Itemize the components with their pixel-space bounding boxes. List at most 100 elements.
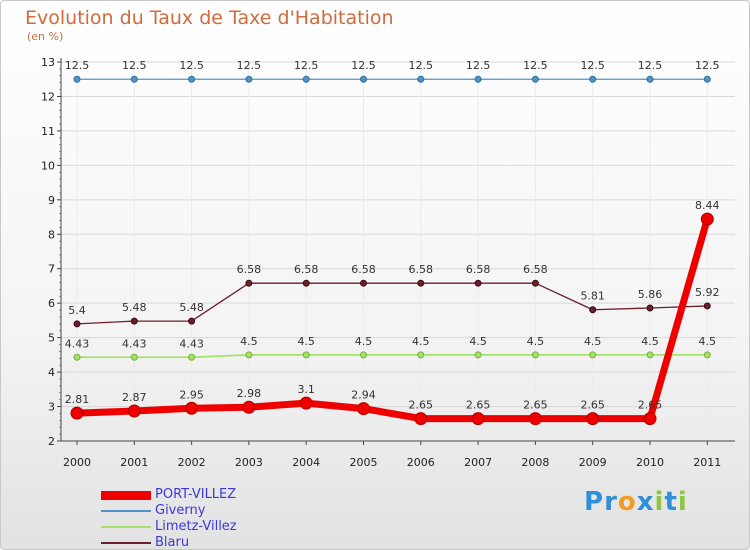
y-tick-label: 11 xyxy=(41,125,55,138)
legend-item-blaru: Blaru xyxy=(101,535,237,550)
data-label-blaru: 6.58 xyxy=(523,263,548,276)
x-tick-label: 2008 xyxy=(521,456,549,469)
series-line-port-villez xyxy=(76,218,711,423)
data-label-port-villez: 2.65 xyxy=(638,399,663,412)
y-tick-label: 10 xyxy=(41,159,55,172)
data-label-giverny: 12.5 xyxy=(294,59,319,72)
legend-swatch-giverny xyxy=(101,510,151,512)
data-label-port-villez: 2.65 xyxy=(580,399,605,412)
data-point-limetz-villez xyxy=(188,353,196,361)
data-point-port-villez xyxy=(70,406,84,420)
data-label-limetz-villez: 4.5 xyxy=(412,335,430,348)
x-tick-label: 2010 xyxy=(636,456,664,469)
x-tick-label: 2004 xyxy=(292,456,320,469)
legend-label-blaru: Blaru xyxy=(155,535,190,550)
data-point-blaru xyxy=(417,279,425,287)
data-label-limetz-villez: 4.43 xyxy=(65,337,90,350)
y-tick-label: 2 xyxy=(48,435,55,448)
data-label-giverny: 12.5 xyxy=(580,59,605,72)
data-label-limetz-villez: 4.5 xyxy=(527,335,545,348)
data-point-blaru xyxy=(302,279,310,287)
data-label-giverny: 12.5 xyxy=(523,59,548,72)
x-tick-label: 2009 xyxy=(579,456,607,469)
data-point-giverny xyxy=(245,75,253,83)
data-label-blaru: 6.58 xyxy=(351,263,376,276)
chart-title: Evolution du Taux de Taxe d'Habitation xyxy=(25,7,394,29)
data-point-blaru xyxy=(360,279,367,287)
data-point-port-villez xyxy=(357,402,370,416)
data-label-limetz-villez: 4.5 xyxy=(297,335,315,348)
x-tick-label: 2001 xyxy=(120,456,148,469)
data-label-port-villez: 2.65 xyxy=(409,399,434,412)
data-label-limetz-villez: 4.5 xyxy=(240,335,258,348)
x-tick-label: 2000 xyxy=(63,456,91,469)
legend-label-port-villez: PORT-VILLEZ xyxy=(155,487,237,502)
data-label-blaru: 5.92 xyxy=(695,286,720,299)
data-point-giverny xyxy=(417,75,425,83)
data-point-port-villez xyxy=(643,412,657,426)
data-point-giverny xyxy=(646,75,654,83)
legend-item-giverny: Giverny xyxy=(101,503,237,519)
data-label-limetz-villez: 4.5 xyxy=(641,335,659,348)
data-point-port-villez xyxy=(185,401,199,415)
data-label-blaru: 5.4 xyxy=(68,304,86,317)
data-label-port-villez: 2.81 xyxy=(65,393,90,406)
data-point-limetz-villez xyxy=(646,351,654,359)
data-point-giverny xyxy=(302,75,310,83)
data-label-blaru: 6.58 xyxy=(409,263,434,276)
data-point-blaru xyxy=(130,317,138,325)
data-point-port-villez xyxy=(414,412,428,426)
chart-subtitle: (en %) xyxy=(27,30,64,43)
data-label-giverny: 12.5 xyxy=(351,59,376,72)
data-point-blaru xyxy=(245,279,253,287)
logo-letter: i xyxy=(654,487,665,517)
legend-swatch-port-villez xyxy=(101,490,151,500)
data-point-giverny xyxy=(531,75,539,83)
data-point-blaru xyxy=(531,279,539,287)
data-point-blaru xyxy=(589,306,597,314)
data-point-port-villez xyxy=(700,212,714,226)
data-label-limetz-villez: 4.5 xyxy=(584,335,602,348)
data-label-blaru: 6.58 xyxy=(294,263,319,276)
y-tick-label: 8 xyxy=(48,228,55,241)
data-label-giverny: 12.5 xyxy=(466,59,491,72)
data-label-giverny: 12.5 xyxy=(409,59,434,72)
data-label-port-villez: 8.44 xyxy=(695,199,720,212)
data-point-giverny xyxy=(703,75,711,83)
legend-swatch-blaru xyxy=(101,542,151,544)
data-label-port-villez: 2.65 xyxy=(523,399,548,412)
data-label-limetz-villez: 4.43 xyxy=(179,337,204,350)
data-point-blaru xyxy=(703,302,711,310)
data-label-blaru: 5.86 xyxy=(638,288,663,301)
x-tick-label: 2007 xyxy=(464,456,492,469)
data-label-limetz-villez: 4.5 xyxy=(355,335,373,348)
y-tick-label: 4 xyxy=(48,366,55,379)
legend-label-giverny: Giverny xyxy=(155,503,206,518)
data-point-blaru xyxy=(474,279,482,287)
data-label-port-villez: 3.1 xyxy=(297,383,315,396)
data-label-blaru: 6.58 xyxy=(466,263,491,276)
data-point-port-villez xyxy=(528,412,542,426)
legend-item-limetz-villez: Limetz-Villez xyxy=(101,519,237,535)
data-point-port-villez xyxy=(471,412,485,426)
data-label-port-villez: 2.65 xyxy=(466,399,491,412)
data-point-port-villez xyxy=(299,396,313,410)
data-label-port-villez: 2.95 xyxy=(179,388,204,401)
data-point-limetz-villez xyxy=(474,351,482,359)
data-point-limetz-villez xyxy=(417,351,425,359)
data-point-giverny xyxy=(474,75,482,83)
data-point-blaru xyxy=(646,304,654,312)
logo-letter: i xyxy=(677,487,688,517)
data-label-blaru: 6.58 xyxy=(237,263,262,276)
legend: PORT-VILLEZ Giverny Limetz-Villez Blaru xyxy=(101,487,237,550)
data-label-limetz-villez: 4.43 xyxy=(122,337,147,350)
data-label-blaru: 5.81 xyxy=(580,290,605,303)
logo-letter: o xyxy=(617,487,637,517)
data-point-port-villez xyxy=(586,412,600,426)
data-label-port-villez: 2.98 xyxy=(237,387,262,400)
data-point-giverny xyxy=(589,75,597,83)
data-point-port-villez xyxy=(242,400,256,414)
logo-letter: t xyxy=(664,487,678,517)
legend-label-limetz-villez: Limetz-Villez xyxy=(155,519,237,534)
